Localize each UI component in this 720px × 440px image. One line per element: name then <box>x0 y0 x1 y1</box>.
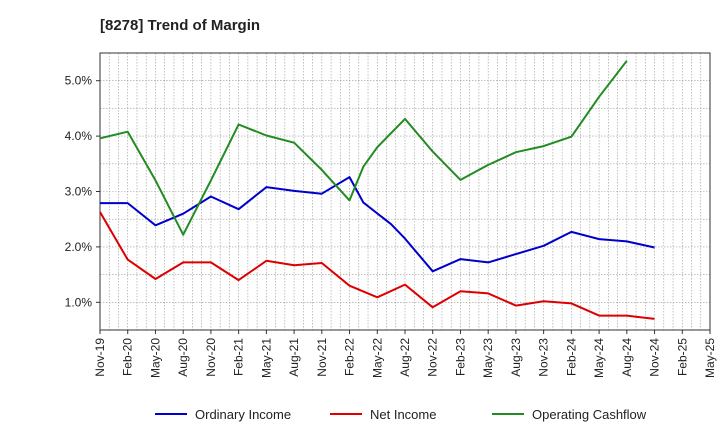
y-tick-label: 3.0% <box>65 185 93 199</box>
x-tick-label: Feb-22 <box>343 338 357 376</box>
x-tick-label: Nov-24 <box>648 338 662 377</box>
x-tick-label: May-23 <box>481 338 495 378</box>
series-line-1 <box>99 211 655 320</box>
x-tick-label: Nov-21 <box>315 338 329 377</box>
x-tick-label: Feb-20 <box>121 338 135 376</box>
x-tick-label: May-21 <box>259 338 273 378</box>
plot-area: 1.0% 2.0% 3.0% 4.0% 5.0% Nov-19 Feb-20 May-20 Au… <box>65 52 717 378</box>
series-line-2 <box>99 60 628 236</box>
legend-label-1: Net Income <box>370 407 436 422</box>
series-line-0 <box>100 176 655 273</box>
x-tick-label: Feb-25 <box>675 338 689 376</box>
x-tick-label: May-20 <box>148 338 162 378</box>
chart-title: [8278] Trend of Margin <box>100 17 260 34</box>
y-tick-label: 5.0% <box>65 74 93 88</box>
x-tick-label: Feb-24 <box>564 338 578 376</box>
x-tick-label: Aug-21 <box>287 338 301 377</box>
x-tick-label: Nov-20 <box>204 338 218 377</box>
x-tick-label: Nov-22 <box>426 338 440 377</box>
y-tick-label: 2.0% <box>65 240 93 254</box>
x-tick-label: Aug-23 <box>509 338 523 377</box>
x-tick-label: Nov-19 <box>93 338 107 377</box>
x-tick-label: Feb-21 <box>232 338 246 376</box>
x-tick-label: May-25 <box>703 338 717 378</box>
x-tick-label: May-22 <box>370 338 384 378</box>
x-tick-label: Nov-23 <box>537 338 551 377</box>
legend-label-0: Ordinary Income <box>195 407 291 422</box>
legend-label-2: Operating Cashflow <box>532 407 647 422</box>
x-tick-label: Aug-20 <box>176 338 190 377</box>
x-tick-label: Aug-24 <box>620 338 634 377</box>
x-tick-label: Aug-22 <box>398 338 412 377</box>
x-tick-label: Feb-23 <box>453 338 467 376</box>
x-tick-label: May-24 <box>592 338 606 378</box>
y-tick-label: 1.0% <box>65 295 93 309</box>
y-tick-label: 4.0% <box>65 129 93 143</box>
legend: Ordinary Income Net Income Operating Cashf… <box>155 407 647 422</box>
